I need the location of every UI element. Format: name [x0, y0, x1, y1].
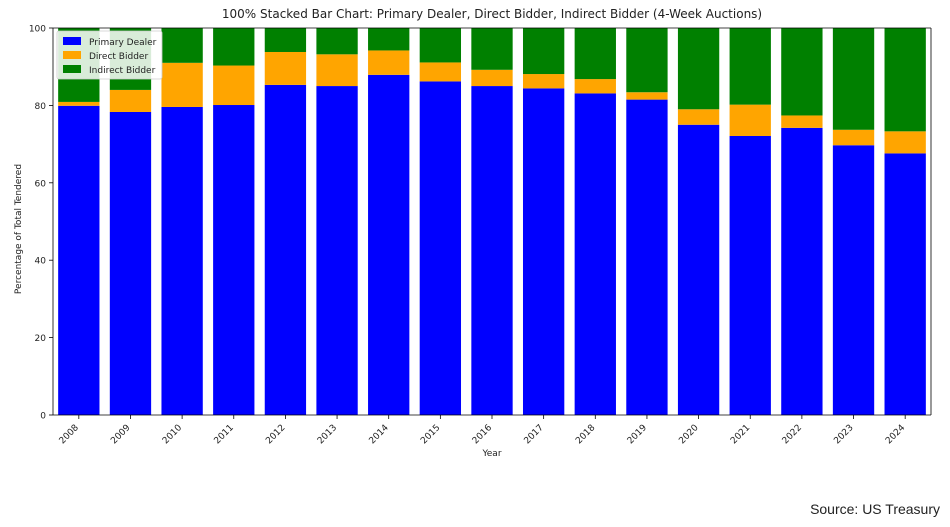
- x-tick-label: 2014: [368, 423, 391, 446]
- source-note: Source: US Treasury: [810, 501, 940, 517]
- bar-primary-dealer-2021: [729, 135, 771, 415]
- bar-direct-bidder-2016: [471, 69, 513, 87]
- bar-primary-dealer-2020: [677, 124, 720, 415]
- bar-primary-dealer-2008: [58, 105, 100, 415]
- bar-direct-bidder-2010: [161, 62, 203, 107]
- bar-direct-bidder-2013: [316, 54, 358, 87]
- x-tick-label: 2024: [884, 423, 907, 446]
- legend-label-direct-bidder: Direct Bidder: [89, 52, 148, 62]
- ticks-group: 0 20 40 60 80 100 2008 2009 2010 2011 2012 2013 2014…: [29, 25, 908, 447]
- x-tick-label: 2016: [471, 423, 494, 446]
- bar-primary-dealer-2022: [781, 127, 823, 415]
- bar-indirect-bidder-2017: [522, 28, 565, 75]
- chart-title: 100% Stacked Bar Chart: Primary Dealer, …: [222, 7, 762, 21]
- y-tick-label: 40: [35, 257, 47, 267]
- bar-direct-bidder-2014: [368, 50, 410, 75]
- legend: Primary Dealer Direct Bidder Indirect Bidd…: [56, 30, 163, 80]
- x-tick-label: 2018: [574, 423, 597, 446]
- bar-indirect-bidder-2022: [781, 28, 823, 116]
- bar-indirect-bidder-2010: [161, 28, 203, 63]
- bar-direct-bidder-2020: [677, 109, 720, 125]
- bar-indirect-bidder-2016: [471, 28, 513, 70]
- bar-primary-dealer-2024: [884, 153, 926, 415]
- bar-primary-dealer-2017: [522, 88, 565, 416]
- bar-direct-bidder-2021: [729, 104, 771, 136]
- legend-box: [56, 30, 163, 80]
- legend-swatch-primary-dealer: [63, 37, 81, 45]
- bar-indirect-bidder-2011: [213, 28, 255, 66]
- bar-indirect-bidder-2018: [574, 28, 616, 80]
- x-tick-label: 2017: [523, 423, 546, 446]
- bar-indirect-bidder-2021: [729, 28, 771, 105]
- bar-indirect-bidder-2013: [316, 28, 358, 55]
- x-tick-label: 2015: [419, 423, 442, 446]
- bar-primary-dealer-2010: [161, 106, 203, 415]
- bar-primary-dealer-2023: [832, 145, 875, 415]
- bar-direct-bidder-2023: [832, 129, 875, 146]
- axes-group: [52, 27, 932, 416]
- bar-direct-bidder-2011: [213, 65, 255, 106]
- bar-indirect-bidder-2024: [884, 28, 926, 132]
- bars-group: [58, 28, 926, 416]
- legend-swatch-indirect-bidder: [63, 65, 81, 73]
- bar-indirect-bidder-2020: [677, 28, 720, 110]
- x-tick-label: 2010: [161, 423, 184, 446]
- bar-primary-dealer-2012: [264, 84, 307, 415]
- bar-primary-dealer-2011: [213, 105, 255, 415]
- bar-indirect-bidder-2012: [264, 28, 307, 52]
- bar-primary-dealer-2014: [368, 74, 410, 415]
- bar-primary-dealer-2019: [626, 99, 668, 415]
- legend-label-primary-dealer: Primary Dealer: [89, 38, 157, 48]
- y-tick-label: 20: [35, 334, 47, 344]
- bar-primary-dealer-2018: [574, 93, 616, 416]
- bar-direct-bidder-2017: [522, 74, 565, 89]
- bar-primary-dealer-2015: [419, 81, 462, 415]
- x-tick-label: 2021: [729, 423, 752, 446]
- x-tick-label: 2012: [264, 423, 287, 446]
- x-tick-label: 2008: [58, 423, 81, 446]
- bar-direct-bidder-2015: [419, 62, 462, 82]
- y-tick-label: 0: [40, 412, 46, 422]
- x-axis-label: Year: [481, 449, 501, 459]
- bar-indirect-bidder-2015: [419, 28, 462, 63]
- y-tick-label: 60: [35, 179, 47, 189]
- x-tick-label: 2011: [213, 423, 236, 446]
- bar-direct-bidder-2018: [574, 79, 616, 94]
- bar-direct-bidder-2008: [58, 101, 100, 106]
- bar-primary-dealer-2016: [471, 86, 513, 416]
- bar-direct-bidder-2022: [781, 115, 823, 128]
- bar-direct-bidder-2019: [626, 92, 668, 100]
- bar-direct-bidder-2012: [264, 51, 307, 85]
- y-tick-label: 80: [35, 102, 47, 112]
- bar-direct-bidder-2024: [884, 131, 926, 154]
- bar-direct-bidder-2009: [109, 89, 152, 112]
- bar-indirect-bidder-2019: [626, 28, 668, 93]
- x-tick-label: 2020: [677, 423, 700, 446]
- y-axis-label: Percentage of Total Tendered: [14, 164, 24, 294]
- bar-indirect-bidder-2014: [368, 28, 410, 51]
- bar-primary-dealer-2009: [109, 111, 152, 415]
- x-tick-label: 2013: [316, 423, 339, 446]
- bar-indirect-bidder-2023: [832, 28, 875, 130]
- x-tick-label: 2009: [109, 423, 132, 446]
- y-tick-label: 100: [29, 25, 46, 35]
- x-tick-label: 2019: [626, 423, 649, 446]
- legend-label-indirect-bidder: Indirect Bidder: [89, 66, 156, 76]
- x-tick-label: 2023: [832, 423, 855, 446]
- bar-primary-dealer-2013: [316, 86, 358, 416]
- x-tick-label: 2022: [781, 423, 804, 446]
- legend-swatch-direct-bidder: [63, 51, 81, 59]
